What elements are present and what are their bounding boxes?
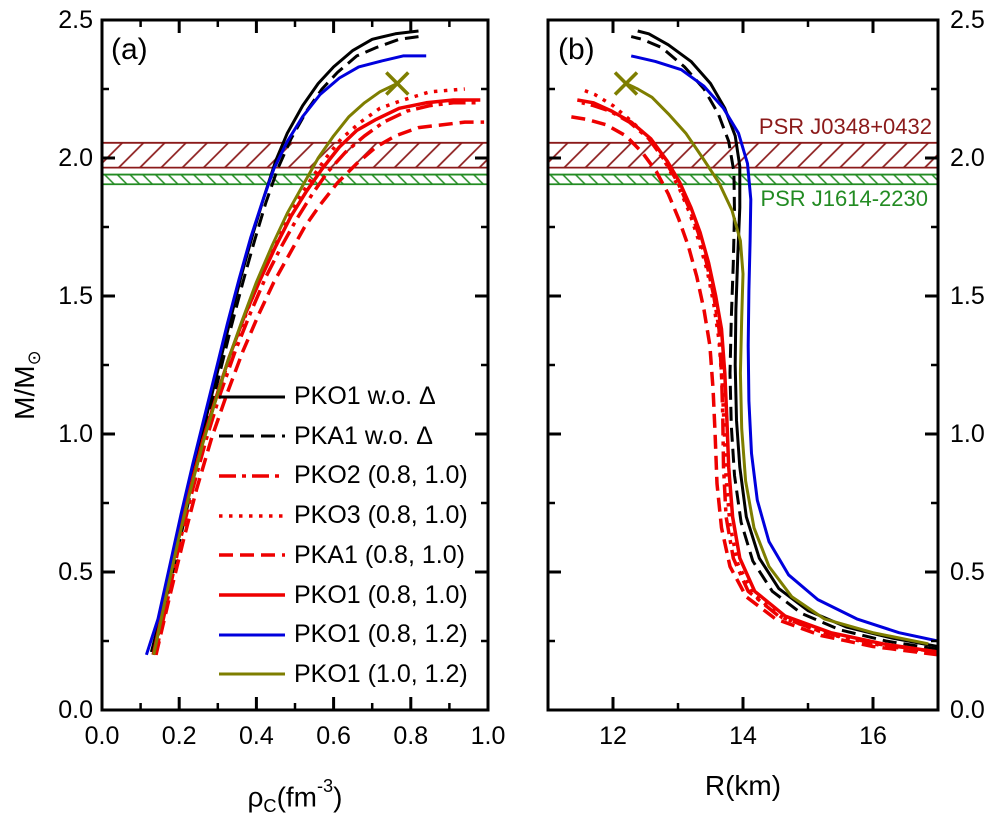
x-tick-label-a-2: 0.4 xyxy=(239,722,274,750)
x-axis-title-panel-a: ρC(fm-3) xyxy=(175,770,415,822)
y-tick-label-right-1: 0.5 xyxy=(950,558,985,586)
panel-b-label: (b) xyxy=(558,33,595,66)
legend-item-5: PKO1 (0.8, 1.0) xyxy=(218,581,468,613)
band-1-panel-a xyxy=(102,174,488,185)
legend-line-swatch xyxy=(219,672,285,676)
curve-6-panel-a xyxy=(144,54,427,656)
curve-3-panel-a xyxy=(151,87,465,656)
legend-line-swatch xyxy=(219,395,285,398)
legend-line-swatch xyxy=(219,553,285,558)
y-axis-title: M/M⊙ xyxy=(9,285,45,485)
axis-title-part: (fm xyxy=(276,781,317,813)
curve-7-panel-b xyxy=(625,82,929,646)
axis-title-part: ρ xyxy=(247,781,264,813)
y-tick-label-right-2: 1.0 xyxy=(950,420,985,448)
axis-title-part: -3 xyxy=(317,776,334,796)
legend-line-swatch xyxy=(219,593,285,597)
y-tick-label-left-1: 0.5 xyxy=(58,558,93,586)
legend-line-swatch xyxy=(219,633,285,637)
psr-j0348-band-label: PSR J0348+0432 xyxy=(758,114,932,139)
curve-7-panel-a xyxy=(152,82,398,656)
psr-j1614-band-label: PSR J1614-2230 xyxy=(760,186,928,211)
x-tick-label-a-3: 0.6 xyxy=(316,722,351,750)
axis-title-part: ) xyxy=(333,781,343,813)
curve-2-panel-a xyxy=(153,101,477,656)
y-tick-label-right-4: 2.0 xyxy=(950,144,985,172)
y-tick-label-right-0: 0.0 xyxy=(950,696,985,724)
max-mass-cross-marker-b xyxy=(613,71,639,96)
legend-item-label: PKO1 (1.0, 1.2) xyxy=(294,659,468,688)
max-mass-cross-marker-a xyxy=(385,71,410,96)
legend-line-swatch xyxy=(219,434,285,438)
panel-a-label: (a) xyxy=(111,33,148,66)
y-tick-label-left-5: 2.5 xyxy=(58,6,93,34)
y-tick-label-right-3: 1.5 xyxy=(950,282,985,310)
legend-item-label: PKO1 (0.8, 1.0) xyxy=(294,580,468,609)
legend-item-label: PKO1 w.o. Δ xyxy=(294,382,436,410)
curve-6-panel-b xyxy=(630,54,938,643)
band-0-panel-a xyxy=(102,142,488,168)
x-tick-label-b-2: 16 xyxy=(859,722,887,750)
legend-item-3: PKO3 (0.8, 1.0) xyxy=(218,501,468,533)
y-tick-label-right-5: 2.5 xyxy=(950,6,985,34)
x-tick-label-a-0: 0.0 xyxy=(84,722,120,750)
x-tick-label-a-5: 1.0 xyxy=(470,722,506,750)
legend-line-swatch xyxy=(219,513,285,518)
legend-item-1: PKA1 w.o. Δ xyxy=(218,422,433,454)
curve-1-panel-b xyxy=(630,35,938,651)
curve-0-panel-b xyxy=(637,29,938,648)
y-tick-label-left-2: 1.0 xyxy=(58,420,93,448)
y-tick-label-left-4: 2.0 xyxy=(58,144,93,172)
legend-item-label: PKO3 (0.8, 1.0) xyxy=(294,501,468,530)
legend-item-4: PKA1 (0.8, 1.0) xyxy=(218,541,465,573)
y-tick-label-left-3: 1.5 xyxy=(58,282,93,310)
axis-title-part: C xyxy=(263,796,277,817)
curve-4-panel-a xyxy=(154,120,485,656)
legend-line-swatch xyxy=(219,474,285,478)
x-tick-label-b-1: 14 xyxy=(729,722,757,750)
axis-ticks xyxy=(100,18,490,712)
curve-2-panel-b xyxy=(581,101,938,654)
x-axis-title-panel-b: R(km) xyxy=(623,770,863,802)
legend-item-label: PKA1 w.o. Δ xyxy=(294,421,433,450)
band-1-panel-b xyxy=(548,174,938,185)
legend-item-6: PKO1 (0.8, 1.2) xyxy=(218,620,468,652)
x-tick-label-b-0: 12 xyxy=(599,722,627,750)
curve-5-panel-b xyxy=(577,98,938,654)
x-tick-label-a-4: 0.8 xyxy=(393,722,429,750)
x-tick-label-a-1: 0.2 xyxy=(161,722,197,750)
legend-item-2: PKO2 (0.8, 1.0) xyxy=(218,461,468,493)
axis-ticks xyxy=(548,18,938,712)
axis-title-part: ⊙ xyxy=(23,350,44,366)
legend-item-label: PKA1 (0.8, 1.0) xyxy=(294,540,465,569)
axis-title-part: M/M xyxy=(9,365,40,420)
curve-4-panel-b xyxy=(569,114,938,657)
axis-title-part: R(km) xyxy=(704,770,782,801)
legend-item-label: PKO1 (0.8, 1.2) xyxy=(294,620,468,649)
y-tick-label-left-0: 0.0 xyxy=(58,696,93,724)
legend-item-0: PKO1 w.o. Δ xyxy=(218,382,436,414)
legend-item-7: PKO1 (1.0, 1.2) xyxy=(218,660,468,692)
legend-item-label: PKO2 (0.8, 1.0) xyxy=(294,461,468,490)
